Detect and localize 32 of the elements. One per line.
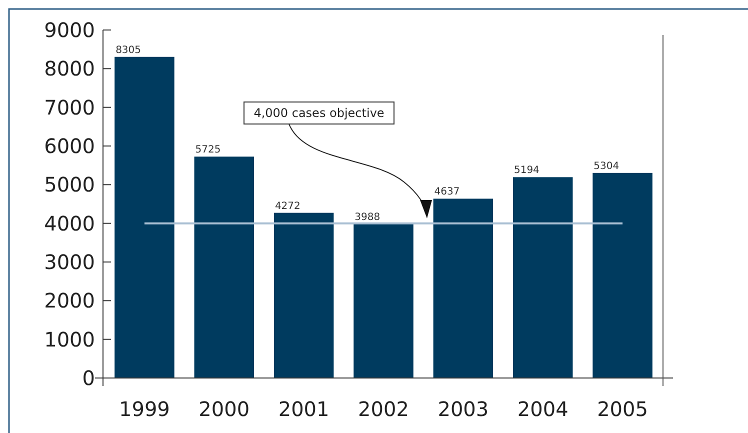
- bar: [114, 56, 174, 378]
- x-tick-label: 2003: [438, 397, 489, 421]
- y-tick-label: 2000: [44, 288, 95, 313]
- data-label: 5304: [594, 160, 620, 172]
- y-tick-label: 9000: [44, 18, 95, 42]
- data-label: 3988: [354, 212, 380, 223]
- x-tick-label: 2000: [198, 397, 250, 421]
- bar: [433, 198, 494, 378]
- x-tick-label: 2005: [597, 397, 648, 421]
- data-label: 5725: [195, 144, 221, 156]
- y-tick-label: 5000: [44, 172, 95, 197]
- data-label: 5194: [514, 165, 540, 176]
- bar: [194, 156, 254, 378]
- y-tick-label: 6000: [44, 134, 95, 158]
- data-label: 4637: [434, 186, 460, 198]
- x-tick-label: 2001: [278, 397, 330, 421]
- bar: [512, 177, 573, 378]
- data-label: 8305: [116, 44, 142, 56]
- bar: [354, 224, 414, 378]
- x-tick-label: 1999: [119, 397, 170, 421]
- bar: [592, 172, 652, 378]
- annotation: 4,000 cases objective: [254, 106, 384, 120]
- y-tick-label: 7000: [44, 95, 95, 120]
- y-tick-label: 1000: [44, 327, 95, 352]
- y-tick-label: 4000: [44, 211, 95, 236]
- y-tick-label: 3000: [44, 250, 95, 274]
- x-tick-label: 2004: [517, 397, 568, 421]
- x-tick-label: 2002: [358, 397, 409, 421]
- data-label: 4272: [274, 200, 300, 212]
- bar: [274, 212, 334, 378]
- y-tick-label: 0: [82, 366, 95, 390]
- y-tick-label: 8000: [44, 56, 95, 81]
